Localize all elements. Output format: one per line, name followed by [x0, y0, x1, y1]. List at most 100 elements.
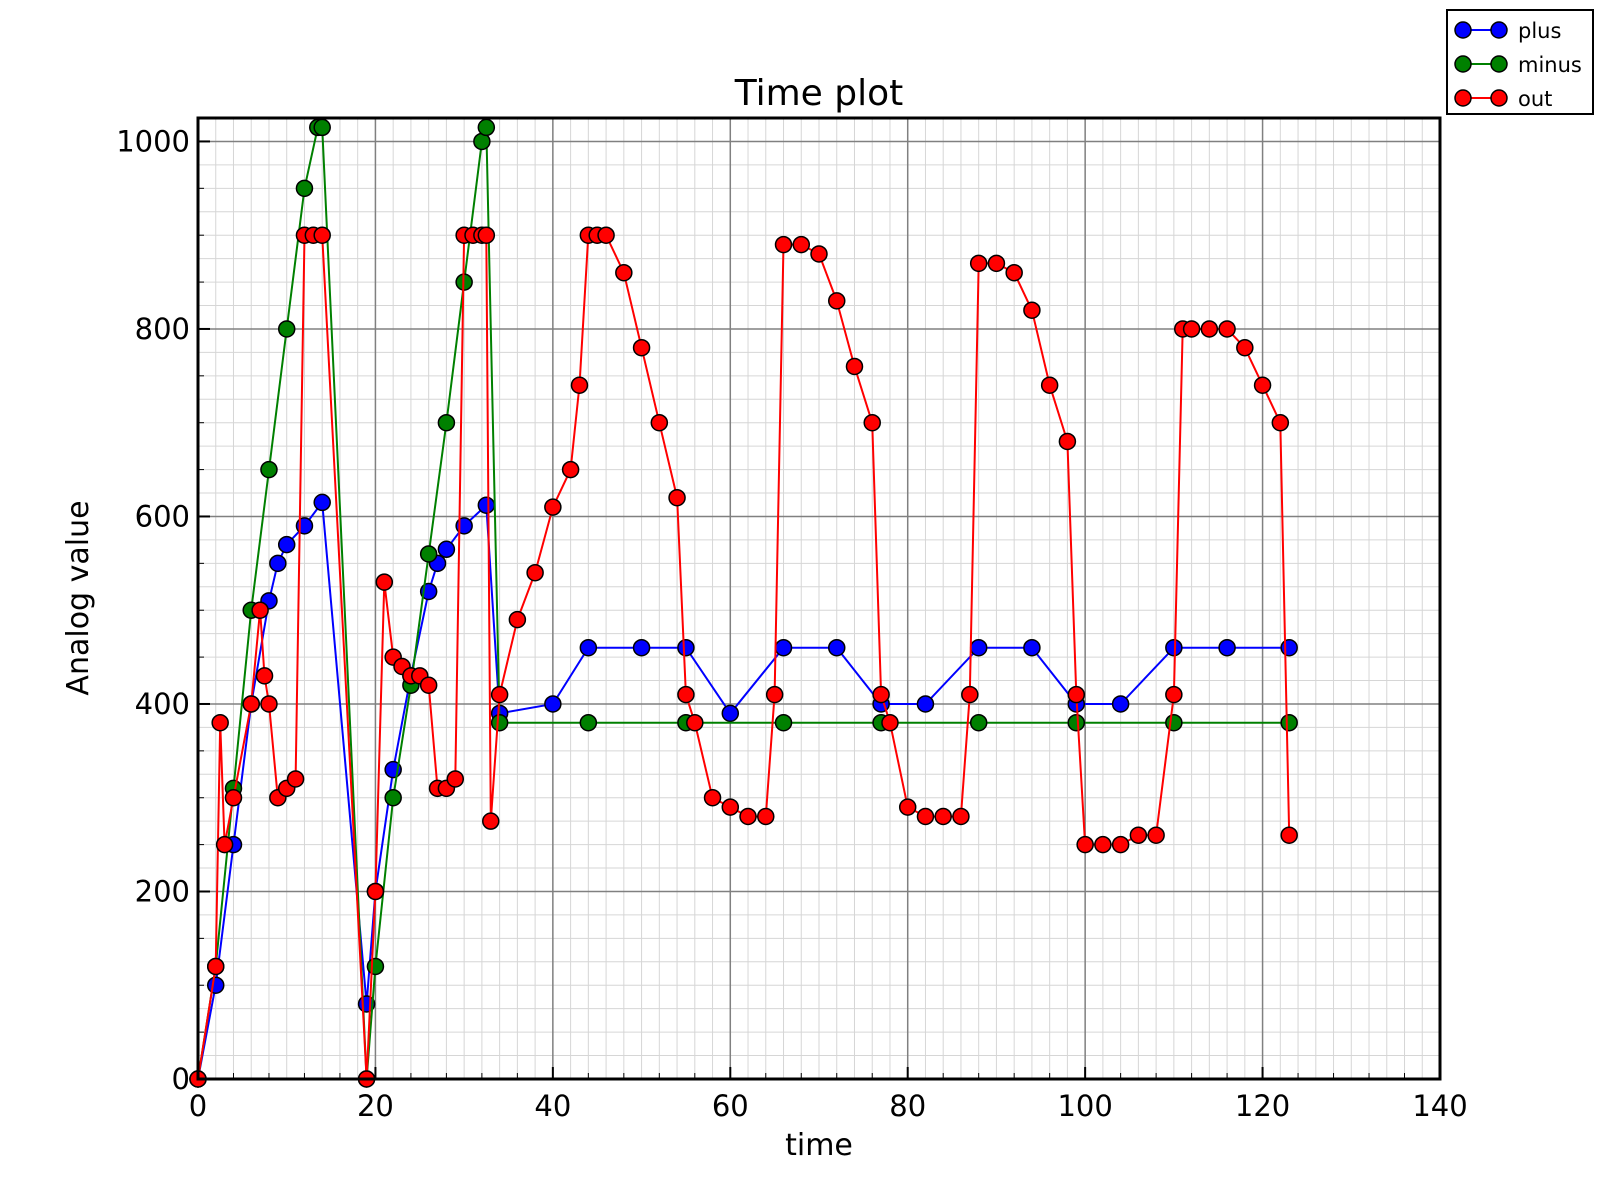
legend-entry-minus: minus [1454, 53, 1582, 77]
data-point-minus [490, 713, 509, 732]
y-tick-label: 0 [172, 1062, 190, 1096]
legend-marker [1454, 89, 1472, 107]
data-point-minus [969, 713, 988, 732]
y-tick-label: 200 [135, 874, 190, 908]
data-point-plus [437, 540, 456, 559]
y-tick-label: 800 [135, 312, 190, 346]
y-tick-label: 400 [135, 687, 190, 721]
data-point-out [206, 957, 225, 976]
legend-marker [1490, 55, 1508, 73]
data-point-minus [295, 179, 314, 198]
legend-label: out [1518, 87, 1552, 111]
data-point-minus [477, 118, 496, 137]
data-point-out [1040, 376, 1059, 394]
data-point-out [952, 807, 970, 826]
series-minus [189, 118, 1298, 1088]
data-point-out [881, 713, 899, 732]
x-tick-label: 140 [1412, 1089, 1467, 1123]
data-point-out [251, 601, 269, 619]
data-point-out [650, 413, 669, 432]
data-point-plus [1023, 638, 1041, 657]
data-point-out [255, 667, 274, 685]
data-point-plus [827, 638, 846, 657]
data-point-minus [774, 713, 793, 732]
data-point-out [677, 685, 695, 704]
data-point-minus [579, 713, 598, 732]
data-point-minus [1067, 713, 1086, 732]
data-point-out [1236, 338, 1254, 357]
data-point-out [792, 235, 811, 254]
legend-label: minus [1518, 53, 1582, 77]
data-point-out [1147, 826, 1165, 844]
legend-entry-plus: plus [1454, 19, 1561, 43]
data-point-out [570, 376, 589, 394]
data-point-out [615, 263, 633, 282]
data-point-out [446, 770, 465, 788]
data-point-out [774, 235, 793, 254]
x-tick-label: 120 [1235, 1089, 1290, 1123]
data-point-out [987, 254, 1006, 273]
data-point-minus [260, 460, 278, 479]
data-point-out [872, 685, 890, 704]
data-point-out [477, 226, 496, 244]
y-tick-label: 1000 [116, 124, 190, 158]
data-point-out [1058, 432, 1077, 451]
data-point-out [224, 788, 243, 807]
data-point-plus [632, 638, 651, 657]
data-point-out [1023, 301, 1041, 319]
data-point-plus [269, 554, 287, 573]
data-point-out [916, 807, 935, 826]
data-point-out [765, 685, 784, 704]
data-point-out [375, 573, 394, 591]
data-point-minus [1280, 713, 1298, 732]
legend-marker [1454, 55, 1472, 73]
legend-entry-out: out [1454, 87, 1552, 111]
data-point-out [1271, 413, 1290, 432]
data-point-minus [1165, 713, 1183, 732]
data-point-out [286, 770, 305, 788]
data-point-out [1280, 826, 1298, 844]
data-point-out [686, 713, 704, 732]
data-point-out [961, 685, 979, 704]
data-point-minus [277, 320, 296, 338]
data-point-plus [969, 638, 988, 657]
data-point-minus [313, 118, 331, 137]
data-point-out [739, 807, 757, 826]
data-point-plus [544, 695, 562, 713]
data-point-out [508, 610, 527, 629]
plot-data [189, 118, 1298, 1088]
data-point-out [969, 254, 988, 273]
data-point-out [845, 357, 864, 376]
data-point-out [863, 413, 881, 432]
data-point-out [632, 338, 651, 357]
data-point-plus [916, 695, 935, 713]
x-axis-label: time [785, 1128, 853, 1163]
data-point-plus [677, 638, 695, 657]
data-point-out [366, 882, 385, 901]
data-point-plus [1218, 638, 1236, 657]
data-point-out [757, 807, 775, 826]
legend: plus minus out [1446, 9, 1594, 115]
x-tick-label: 80 [889, 1089, 926, 1123]
data-point-out [1253, 376, 1272, 394]
data-point-out [490, 685, 509, 704]
data-point-out [482, 812, 500, 830]
data-point-plus [277, 535, 296, 554]
data-point-out [1094, 835, 1112, 854]
data-point-out [1111, 835, 1130, 854]
data-point-out [544, 498, 562, 516]
data-point-minus [384, 788, 402, 807]
data-point-out [313, 226, 331, 244]
ticks: 0 20 40 60 80 100 120 140 0 200 400 600 800 1000 [116, 124, 1467, 1123]
legend-label: plus [1518, 19, 1561, 43]
data-point-out [211, 713, 229, 732]
data-point-out [1067, 685, 1086, 704]
x-tick-label: 100 [1057, 1089, 1112, 1123]
data-point-out [827, 292, 846, 310]
data-point-minus [366, 957, 385, 976]
data-point-out [1200, 320, 1219, 338]
data-point-out [703, 788, 722, 807]
y-axis-label: Analog value [61, 500, 96, 695]
